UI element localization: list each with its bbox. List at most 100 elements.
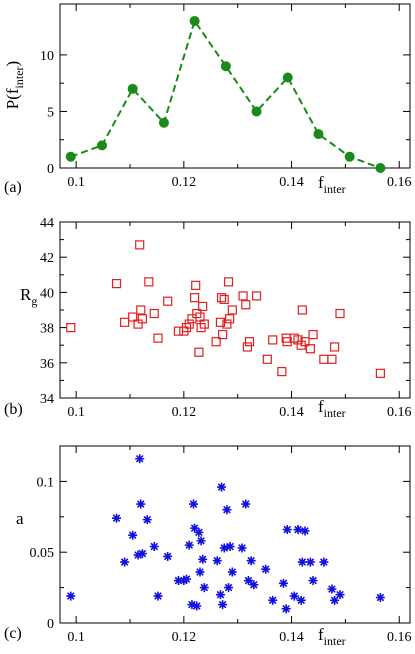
data-point: [227, 305, 237, 315]
y-tick-label: 34: [40, 392, 54, 407]
data-point: [308, 576, 318, 586]
x-tick-label: 0.1: [67, 630, 85, 645]
data-point: [149, 308, 159, 319]
data-point: [246, 556, 256, 566]
data-point: [222, 505, 232, 515]
data-point: [223, 277, 234, 287]
y-tick-label: 36: [40, 357, 54, 372]
data-point: [225, 542, 235, 552]
data-point: [249, 580, 259, 590]
chart-panel-1: 0.1 0.12 0.14 0.16 0 5 10 P(finter) finter (a): [3, 3, 412, 196]
chart-panel-3: 0.1 0.12 0.14 0.16 0 0.05 0.1 a finter (c): [4, 445, 412, 648]
x-tick-label: 0.16: [387, 630, 412, 645]
data-point: [194, 527, 204, 537]
data-point: [300, 526, 310, 536]
panel-label: (b): [4, 401, 23, 418]
x-axis-label: finter: [318, 625, 346, 648]
data-point: [218, 600, 228, 610]
y-axis-label: P(finter): [3, 61, 26, 109]
y-axis-label: Rg: [20, 285, 37, 308]
data-point: [327, 354, 337, 364]
y-tick-label: 42: [40, 251, 54, 266]
data-point: [65, 151, 76, 162]
plot-frame: [59, 221, 411, 399]
data-point: [120, 317, 130, 327]
data-point: [97, 140, 107, 151]
x-tick-label: 0.1: [67, 175, 85, 190]
data-point: [300, 337, 310, 347]
data-point: [179, 576, 189, 586]
data-point: [215, 317, 226, 327]
data-point: [190, 293, 200, 303]
data-point: [344, 151, 355, 162]
data-point: [215, 590, 225, 600]
y-tick-label: 0.1: [37, 475, 55, 490]
data-point: [297, 305, 307, 315]
data-point: [335, 590, 345, 600]
data-point: [112, 513, 122, 523]
data-point: [220, 61, 231, 72]
data-point: [218, 330, 228, 340]
data-point: [219, 543, 229, 553]
data-point: [268, 335, 278, 345]
data-point: [293, 335, 303, 345]
data-point: [375, 163, 386, 173]
data-point: [262, 354, 272, 364]
data-point: [153, 591, 163, 601]
x-tick-label: 0.14: [279, 175, 304, 190]
data-point: [224, 583, 234, 593]
x-axis-label: finter: [318, 397, 346, 420]
data-point: [194, 347, 204, 357]
y-axis-label: a: [16, 509, 24, 528]
data-point: [128, 530, 138, 540]
x-tick-label: 0.12: [172, 175, 197, 190]
data-point: [182, 574, 192, 584]
x-tick-label: 0.14: [279, 630, 304, 645]
data-point: [153, 333, 163, 343]
data-point: [173, 326, 184, 336]
data-point: [66, 591, 76, 601]
x-tick-label: 0.12: [172, 630, 197, 645]
data-point: [199, 319, 209, 329]
data-point: [330, 342, 340, 352]
data-point: [282, 72, 293, 83]
data-point: [251, 106, 262, 117]
chart-panel-2: 0.1 0.12 0.14 0.16 34 36 38 40 42 44 Rg finter (b): [4, 216, 411, 420]
data-point: [297, 557, 307, 567]
data-point: [241, 300, 251, 310]
data-point: [187, 600, 197, 610]
data-point: [189, 499, 199, 509]
data-point: [163, 551, 173, 561]
data-point: [277, 367, 287, 377]
data-point: [327, 584, 337, 594]
data-point: [135, 240, 145, 250]
data-point: [219, 294, 229, 305]
data-point: [190, 523, 200, 533]
y-tick-label: 5: [47, 105, 54, 120]
data-point: [251, 291, 262, 301]
data-point: [282, 525, 292, 535]
data-point: [149, 542, 159, 552]
data-point: [135, 454, 145, 464]
data-point: [133, 550, 143, 560]
data-point: [212, 556, 222, 566]
data-point: [238, 291, 248, 301]
data-point: [192, 601, 202, 611]
y-tick-label: 44: [40, 216, 54, 231]
data-point: [281, 604, 291, 614]
series-line: [70, 18, 381, 169]
data-point: [319, 354, 329, 364]
data-point: [225, 314, 235, 324]
data-point: [191, 280, 201, 290]
data-point: [127, 83, 138, 94]
data-point: [120, 557, 130, 567]
data-point: [173, 576, 183, 586]
data-point: [137, 549, 147, 559]
data-point: [375, 368, 385, 378]
data-point: [305, 344, 315, 354]
data-point: [227, 567, 237, 577]
y-tick-label: 10: [40, 49, 54, 64]
data-point: [244, 337, 255, 347]
x-tick-label: 0.16: [387, 175, 412, 190]
data-point: [243, 576, 253, 586]
